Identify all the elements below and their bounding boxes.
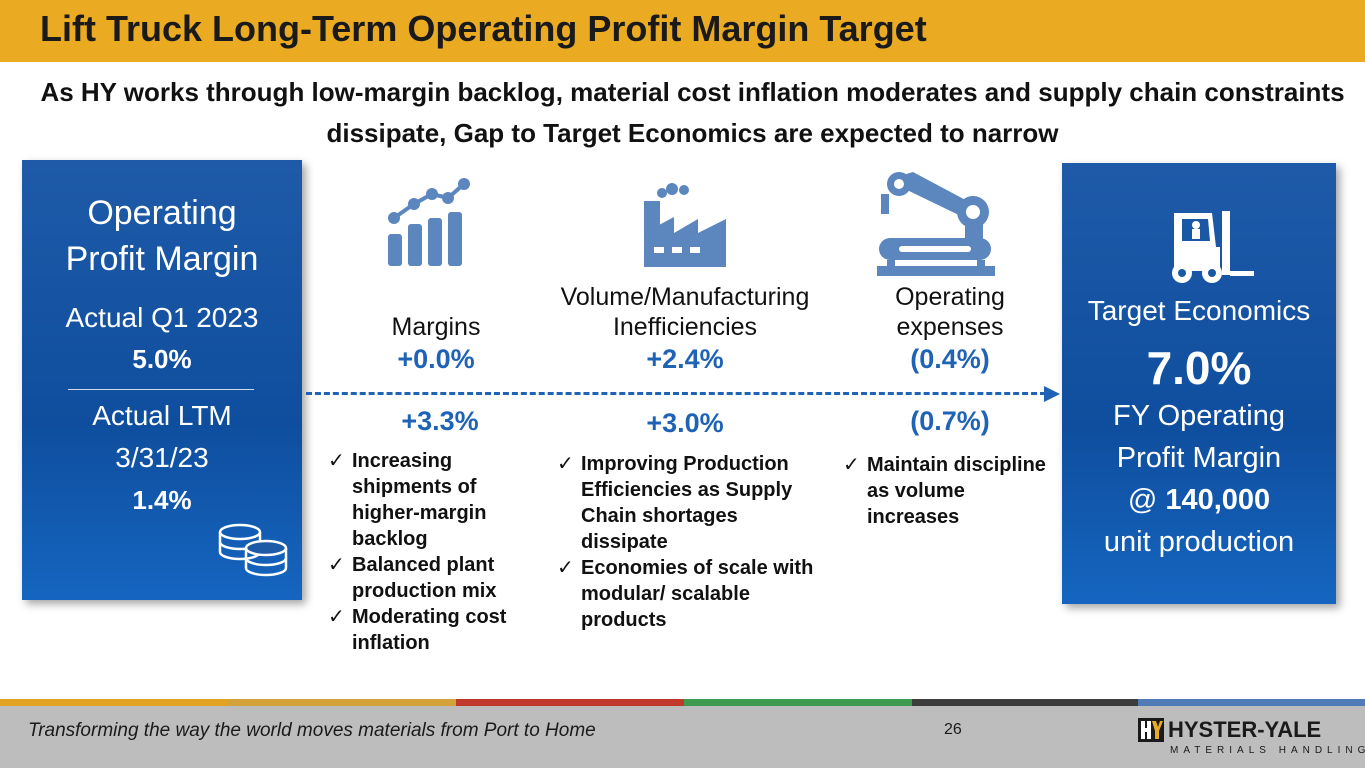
volume-q1-delta: +2.4% xyxy=(646,344,724,374)
divider xyxy=(68,389,254,390)
growth-chart-icon xyxy=(388,178,470,266)
margins-ltm-delta: +3.3% xyxy=(401,406,479,436)
hy-logo-icon xyxy=(1138,718,1164,742)
opex-q1-delta: (0.4%) xyxy=(910,344,990,374)
footer-stripe-amber xyxy=(228,699,456,706)
opex-ltm-delta: (0.7%) xyxy=(910,406,990,436)
robot-arm-icon xyxy=(877,172,995,276)
opex-label: Operating expenses xyxy=(870,282,1030,342)
target-value: 7.0% xyxy=(1146,342,1252,394)
check-icon: ✓ xyxy=(328,554,345,576)
target-label: Target Economics xyxy=(1087,295,1311,326)
list-item: ✓ Increasing shipments of higher-margin b… xyxy=(328,448,538,552)
page-number: 26 xyxy=(944,721,962,738)
volume-label-line1: Volume/Manufacturing xyxy=(560,283,810,311)
volume-label-line2: Inefficiencies xyxy=(612,313,758,341)
panel-heading-line2: Profit Margin xyxy=(65,240,259,278)
actual-q1-label: Actual Q1 2023 xyxy=(65,302,259,333)
check-icon: ✓ xyxy=(328,450,345,472)
panel-heading-line1: Operating xyxy=(87,194,237,232)
check-text: Improving Production Efficiencies as Sup… xyxy=(581,453,793,553)
factory-icon xyxy=(644,183,726,267)
panel-heading: Operating Profit Margin xyxy=(22,190,302,282)
target-economics-panel: Target Economics 7.0% FY Operating Profi… xyxy=(1062,163,1336,604)
brand-name: HYSTER-YALE xyxy=(1168,717,1322,742)
unit-volume: 140,000 xyxy=(1165,484,1271,516)
slide-subtitle: As HY works through low-margin backlog, … xyxy=(40,77,1345,148)
target-description: FY Operating Profit Margin @ 140,000 uni… xyxy=(1062,395,1336,563)
progress-arrow-line xyxy=(306,392,1046,395)
opex-label-line1: Operating xyxy=(895,283,1005,311)
check-text: Moderating cost inflation xyxy=(352,606,507,654)
list-item: ✓ Improving Production Efficiencies as Su… xyxy=(557,451,827,555)
footer-stripe-gold xyxy=(0,699,228,706)
volume-checklist: ✓ Improving Production Efficiencies as Su… xyxy=(557,451,827,633)
check-text: Balanced plant production mix xyxy=(352,554,497,602)
target-desc-line2: Profit Margin xyxy=(1116,442,1282,474)
actual-q1-value: 5.0% xyxy=(132,344,192,374)
list-item: ✓ Economies of scale with modular/ scalab… xyxy=(557,555,827,633)
actual-ltm-label-line2: 3/31/23 xyxy=(115,442,209,473)
opex-label-line2: expenses xyxy=(896,313,1004,341)
title-bar xyxy=(0,0,1365,62)
check-icon: ✓ xyxy=(328,606,345,628)
check-text: Maintain discipline as volume increases xyxy=(867,454,1046,528)
coins-icon xyxy=(218,523,288,577)
opex-checklist: ✓ Maintain discipline as volume increases xyxy=(843,452,1058,530)
list-item: ✓ Balanced plant production mix xyxy=(328,552,538,604)
margins-checklist: ✓ Increasing shipments of higher-margin b… xyxy=(328,448,538,656)
at-prefix: @ xyxy=(1127,484,1166,516)
actual-ltm-label-line1: Actual LTM xyxy=(92,400,232,431)
footer-tagline: Transforming the way the world moves mat… xyxy=(28,720,596,741)
check-text: Increasing shipments of higher-margin ba… xyxy=(352,450,487,550)
footer-stripe-red xyxy=(456,699,684,706)
arrowhead-icon xyxy=(1044,386,1060,402)
list-item: ✓ Maintain discipline as volume increases xyxy=(843,452,1058,530)
actual-ltm-value: 1.4% xyxy=(132,485,192,515)
target-desc-line4: unit production xyxy=(1103,526,1295,558)
margins-q1-delta: +0.0% xyxy=(397,344,475,374)
target-desc-line3: @ 140,000 xyxy=(1062,479,1336,521)
volume-ltm-delta: +3.0% xyxy=(646,408,724,438)
brand-subtitle: MATERIALS HANDLING xyxy=(1170,745,1365,756)
footer-stripe-dark xyxy=(912,699,1138,706)
footer-stripe-green xyxy=(684,699,912,706)
check-icon: ✓ xyxy=(843,454,860,476)
target-desc-line1: FY Operating xyxy=(1113,400,1285,432)
footer xyxy=(0,706,1365,768)
volume-label: Volume/Manufacturing Inefficiencies xyxy=(530,282,840,342)
forklift-icon xyxy=(1172,211,1254,283)
list-item: ✓ Moderating cost inflation xyxy=(328,604,538,656)
check-icon: ✓ xyxy=(557,453,574,475)
current-margin-panel: Operating Profit Margin Actual Q1 2023 5… xyxy=(22,160,302,600)
margins-label-text: Margins xyxy=(391,313,481,341)
margins-label: Margins xyxy=(360,312,512,342)
check-text: Economies of scale with modular/ scalabl… xyxy=(581,557,814,631)
slide-title: Lift Truck Long-Term Operating Profit Ma… xyxy=(40,8,927,49)
check-icon: ✓ xyxy=(557,557,574,579)
footer-stripe-blue xyxy=(1138,699,1365,706)
